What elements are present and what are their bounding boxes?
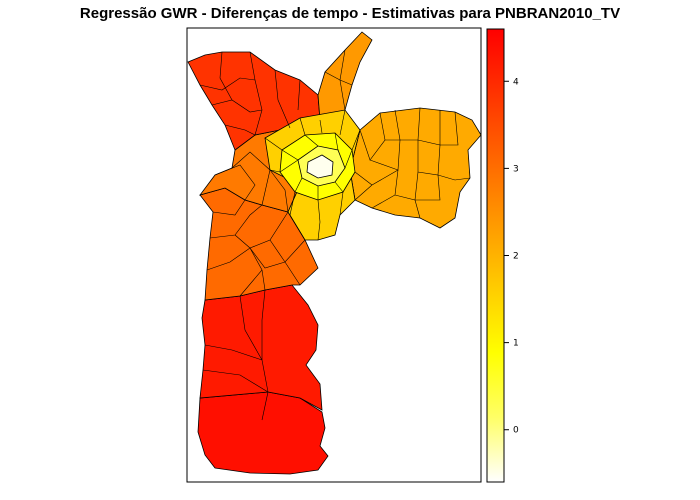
municipality-fill [187,31,482,475]
colorbar-tick-label: 1 [513,339,519,349]
region-east [349,107,482,229]
colorbar-tick-label: 3 [513,164,519,174]
district-boundaries [199,49,471,421]
colorbar-tick-label: 2 [513,252,519,262]
colorbar-ticks: 4 3 2 1 0 [504,77,519,436]
region-far-south [197,391,329,475]
region-north-east [317,31,373,121]
colorbar [486,28,505,483]
sao-paulo-districts-map [187,31,482,475]
figure-title: Regressão GWR - Diferenças de tempo - Es… [80,5,620,22]
map-frame [186,27,482,483]
colorbar-tick-label: 4 [513,77,519,87]
colorbar-tick-label: 0 [513,426,519,436]
region-downtown [306,154,334,179]
